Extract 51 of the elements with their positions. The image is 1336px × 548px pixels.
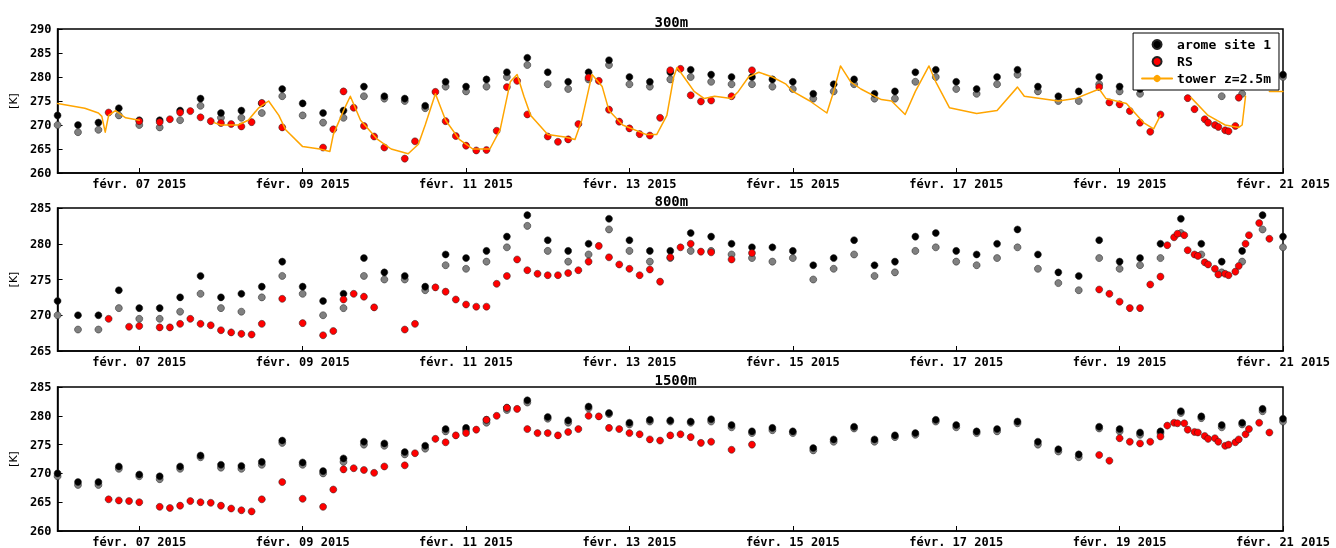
y-tick-label: 285	[29, 380, 52, 394]
y-tick-label: 285	[29, 46, 52, 60]
y-tick-label: 280	[29, 408, 52, 423]
y-tick-label: 260	[29, 524, 52, 538]
legend-label: RS	[1177, 54, 1193, 69]
y-axis-title: [K]	[7, 451, 20, 467]
x-tick-label: févr. 09 2015	[255, 535, 350, 548]
x-tick-label: févr. 17 2015	[909, 535, 1004, 548]
y-tick-label: 270	[29, 118, 52, 132]
x-tick-label: févr. 07 2015	[92, 177, 187, 191]
x-tick-label: févr. 07 2015	[92, 535, 187, 548]
x-tick-label: févr. 09 2015	[255, 177, 350, 191]
x-tick-label: févr. 13 2015	[582, 535, 677, 548]
x-tick-label: févr. 13 2015	[582, 355, 677, 369]
y-tick-label: 280	[29, 70, 52, 84]
x-tick-label: févr. 21 2015	[1236, 355, 1330, 369]
chart-title: 300m	[654, 14, 689, 30]
x-tick-label: févr. 21 2015	[1236, 177, 1330, 191]
x-tick-label: févr. 19 2015	[1072, 177, 1167, 191]
y-axis-title: [K]	[7, 93, 20, 109]
x-tick-label: févr. 15 2015	[745, 177, 840, 191]
y-tick-label: 290	[29, 22, 52, 36]
x-tick-label: févr. 13 2015	[582, 177, 677, 191]
y-tick-label: 265	[29, 344, 52, 358]
y-axis-title: [K]	[7, 271, 20, 288]
x-tick-label: févr. 19 2015	[1072, 355, 1167, 369]
y-tick-label: 280	[29, 236, 52, 251]
y-tick-label: 265	[29, 142, 52, 156]
y-tick-label: 260	[29, 166, 52, 180]
x-tick-label: févr. 19 2015	[1072, 535, 1167, 548]
x-tick-label: févr. 11 2015	[419, 535, 514, 548]
x-tick-label: févr. 11 2015	[419, 177, 514, 191]
x-tick-label: févr. 07 2015	[92, 355, 187, 369]
y-tick-label: 285	[29, 201, 52, 215]
legend-label: tower z=2.5m	[1177, 71, 1272, 86]
x-tick-label: févr. 15 2015	[745, 355, 840, 369]
y-tick-label: 275	[29, 94, 52, 108]
chart-title: 1500m	[654, 372, 697, 388]
y-tick-label: 270	[29, 308, 52, 323]
y-tick-label: 275	[29, 437, 52, 452]
x-tick-label: févr. 21 2015	[1236, 535, 1330, 548]
y-tick-label: 265	[29, 495, 52, 510]
legend-label: arome site 1	[1177, 37, 1272, 52]
y-tick-label: 270	[29, 466, 52, 481]
x-tick-label: févr. 17 2015	[909, 355, 1004, 369]
x-tick-label: févr. 11 2015	[419, 355, 514, 369]
chart-title: 800m	[654, 193, 689, 209]
y-tick-label: 275	[29, 272, 52, 287]
x-tick-label: févr. 09 2015	[255, 355, 350, 369]
x-tick-label: févr. 15 2015	[745, 535, 840, 548]
x-tick-label: févr. 17 2015	[909, 177, 1004, 191]
